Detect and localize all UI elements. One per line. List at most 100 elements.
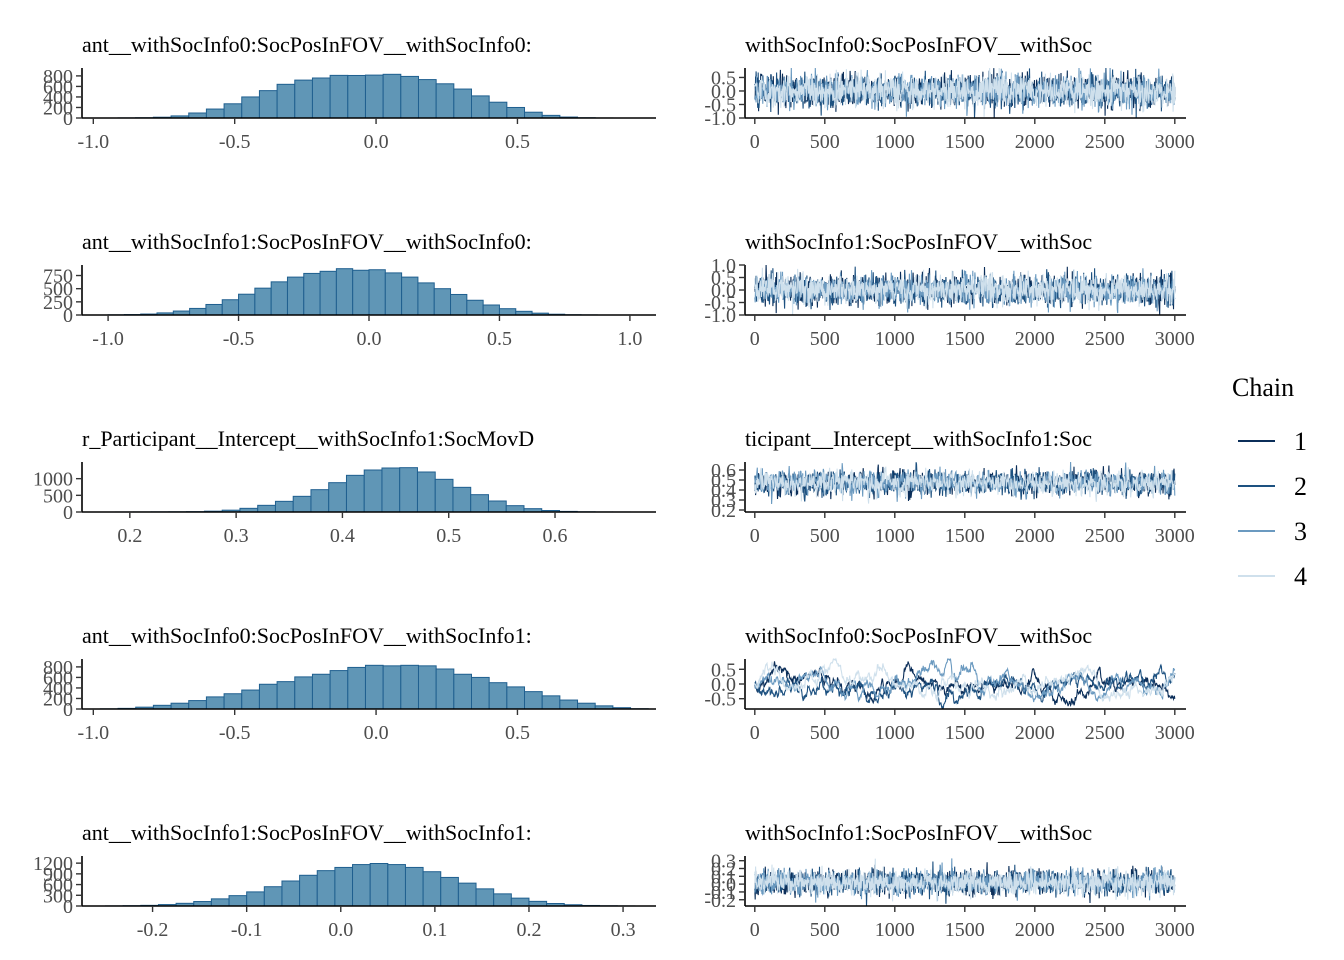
trace-x-tick-label: 500: [810, 328, 840, 350]
hist-x-tick-label: 0.5: [487, 328, 512, 350]
trace-y-tick-label: 1.0: [711, 255, 736, 277]
histogram-bar: [205, 696, 225, 710]
trace-y-tick-label: 0.5: [711, 470, 736, 492]
trace-y-tick-label: 0.3: [711, 490, 736, 512]
hist-y-tick-label: 600: [43, 76, 73, 98]
histogram-bar: [311, 77, 331, 119]
trace-x-tick-label: 1000: [875, 328, 915, 350]
histogram-bar: [577, 702, 596, 710]
hist-x-tick-label: -0.2: [137, 919, 169, 941]
histogram-panel-5: ant__withSocInfo1:SocPosInFOV__withSocIn…: [33, 820, 656, 941]
trace-title: withSocInfo1:SocPosInFOV__withSoc: [745, 229, 1092, 254]
histogram-bar: [276, 83, 296, 119]
hist-y-tick-label: 0: [63, 108, 73, 130]
trace-y-tick-label: 0.0: [711, 280, 736, 302]
hist-x-tick-label: 1.0: [617, 328, 642, 350]
hist-y-tick-label: 0: [63, 699, 73, 721]
trace-y-tick-label: -0.5: [704, 293, 736, 315]
hist-y-tick-label: 600: [43, 875, 73, 897]
histogram-bar: [281, 880, 301, 907]
hist-x-tick-label: 0.5: [505, 131, 530, 153]
histogram-panel-1: ant__withSocInfo0:SocPosInFOV__withSocIn…: [43, 32, 656, 153]
trace-x-tick-label: 2500: [1085, 328, 1125, 350]
histogram-bar: [258, 683, 278, 710]
histogram-bar: [506, 106, 526, 119]
histogram-bar: [223, 103, 243, 119]
histogram-bar: [310, 489, 330, 513]
trace-x-tick-label: 1500: [945, 131, 985, 153]
hist-x-tick-label: 0.5: [436, 525, 461, 547]
trace-y-tick-label: 0.0: [711, 874, 736, 896]
histogram-bar: [466, 299, 484, 316]
histogram-bar: [488, 682, 508, 710]
trace-x-tick-label: 2000: [1015, 919, 1055, 941]
histogram-bar: [188, 700, 207, 710]
histogram-bar: [241, 96, 260, 119]
trace-y-tick-label: -0.2: [704, 890, 736, 912]
histogram-bar: [524, 691, 543, 710]
histogram-bar: [482, 304, 500, 316]
histogram-bar: [416, 471, 436, 513]
histogram-bar: [471, 95, 490, 119]
trace-line-chain-2: [754, 663, 1176, 710]
trace-y-tick-label: 0.0: [711, 674, 736, 696]
trace-x-tick-label: 500: [810, 131, 840, 153]
trace-y-tick-label: -0.5: [704, 689, 736, 711]
trace-y-tick-label: -1.0: [704, 108, 736, 130]
histogram-bar: [401, 276, 419, 316]
histogram-bars: [115, 467, 631, 513]
trace-x-tick-label: 2000: [1015, 525, 1055, 547]
histogram-bar: [487, 500, 507, 513]
trace-x-tick-label: 1000: [875, 722, 915, 744]
histogram-bar: [434, 478, 454, 513]
trace-line-chain-4: [754, 466, 1175, 504]
legend-label-chain-3: 3: [1294, 517, 1307, 546]
histogram-bars: [99, 664, 649, 710]
histogram-bar: [400, 75, 419, 119]
hist-y-tick-label: 300: [43, 885, 73, 907]
trace-lines: [754, 657, 1176, 710]
hist-y-tick-label: 200: [43, 688, 73, 710]
histogram-bars: [107, 268, 598, 316]
histogram-bar: [364, 74, 384, 119]
histogram-bar: [493, 893, 512, 907]
histogram-bar: [435, 668, 455, 710]
histogram-bar: [347, 666, 366, 710]
trace-x-tick-label: 2500: [1085, 131, 1125, 153]
trace-title: ticipant__Intercept__withSocInfo1:Soc: [745, 426, 1092, 451]
histogram-bar: [205, 303, 223, 316]
histogram-bar: [189, 307, 207, 316]
histogram-bar: [453, 88, 472, 119]
trace-panel-5: withSocInfo1:SocPosInFOV__withSoc 0 500 100…: [704, 820, 1194, 941]
trace-y-tick-label: 0.5: [711, 268, 736, 290]
histogram-bar: [228, 895, 248, 907]
trace-lines: [754, 461, 1176, 505]
histogram-bar: [363, 469, 383, 513]
legend-entries: 1 2 3 4: [1238, 427, 1307, 591]
hist-x-tick-label: 0.0: [357, 328, 382, 350]
histogram-bar: [440, 876, 459, 907]
histogram-bar: [246, 891, 265, 907]
histogram-bar: [311, 673, 331, 710]
hist-x-tick-label: 0.1: [422, 919, 447, 941]
histogram-bar: [368, 269, 386, 316]
histogram-bar: [303, 272, 321, 316]
histogram-bar: [435, 83, 455, 119]
histogram-bar: [329, 74, 349, 119]
histogram-bar: [422, 871, 442, 907]
trace-x-tick-label: 2500: [1085, 919, 1125, 941]
trace-y-tick-label: 0.6: [711, 460, 736, 482]
hist-x-tick-label: 0.2: [516, 919, 541, 941]
trace-y-tick-label: 0.2: [711, 859, 736, 881]
trace-lines: [754, 264, 1176, 315]
trace-y-tick-label: 0.5: [711, 67, 736, 89]
trace-x-tick-label: 1500: [945, 919, 985, 941]
hist-y-tick-label: 400: [43, 678, 73, 700]
trace-lines: [754, 67, 1176, 119]
trace-line-chain-3: [754, 658, 1176, 703]
chain-legend: Chain 1 2 3 4: [1232, 373, 1307, 591]
trace-line-chain-4: [754, 67, 1176, 117]
hist-x-tick-label: -0.5: [223, 328, 255, 350]
histogram-bar: [524, 111, 543, 119]
histogram-bar: [258, 90, 278, 119]
